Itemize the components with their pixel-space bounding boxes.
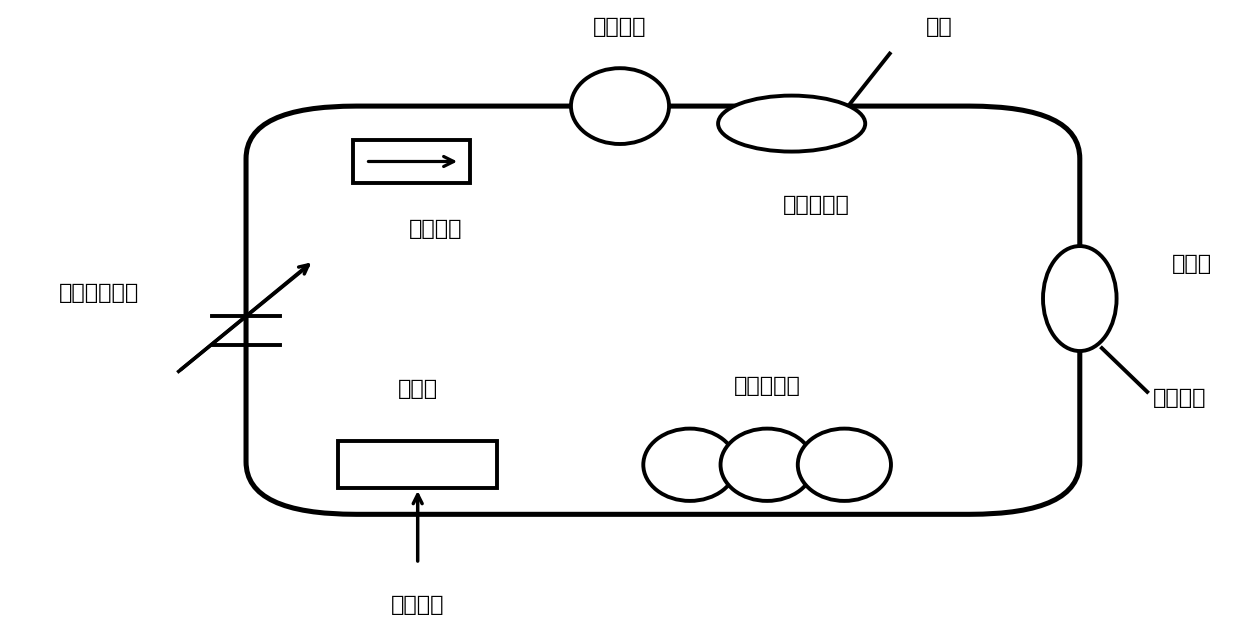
Bar — [353, 140, 470, 183]
Text: 微波信号: 微波信号 — [391, 595, 444, 615]
Text: 波分复用器: 波分复用器 — [782, 195, 849, 215]
Ellipse shape — [570, 68, 670, 144]
Ellipse shape — [718, 95, 866, 152]
Text: 激光输出: 激光输出 — [1153, 387, 1207, 408]
Text: 光隔离器: 光隔离器 — [409, 219, 463, 238]
Text: 偏振控制器: 偏振控制器 — [734, 376, 801, 396]
Ellipse shape — [1043, 246, 1116, 351]
Text: 耦合器: 耦合器 — [1172, 254, 1211, 274]
Text: 可调谐滤波器: 可调谐滤波器 — [58, 283, 139, 303]
Ellipse shape — [720, 428, 813, 501]
Text: 泵浦: 泵浦 — [925, 17, 952, 37]
Bar — [339, 441, 497, 488]
Text: 调制器: 调制器 — [398, 379, 438, 399]
Ellipse shape — [797, 428, 892, 501]
Ellipse shape — [644, 428, 737, 501]
Text: 掺杂光纤: 掺杂光纤 — [593, 17, 647, 37]
